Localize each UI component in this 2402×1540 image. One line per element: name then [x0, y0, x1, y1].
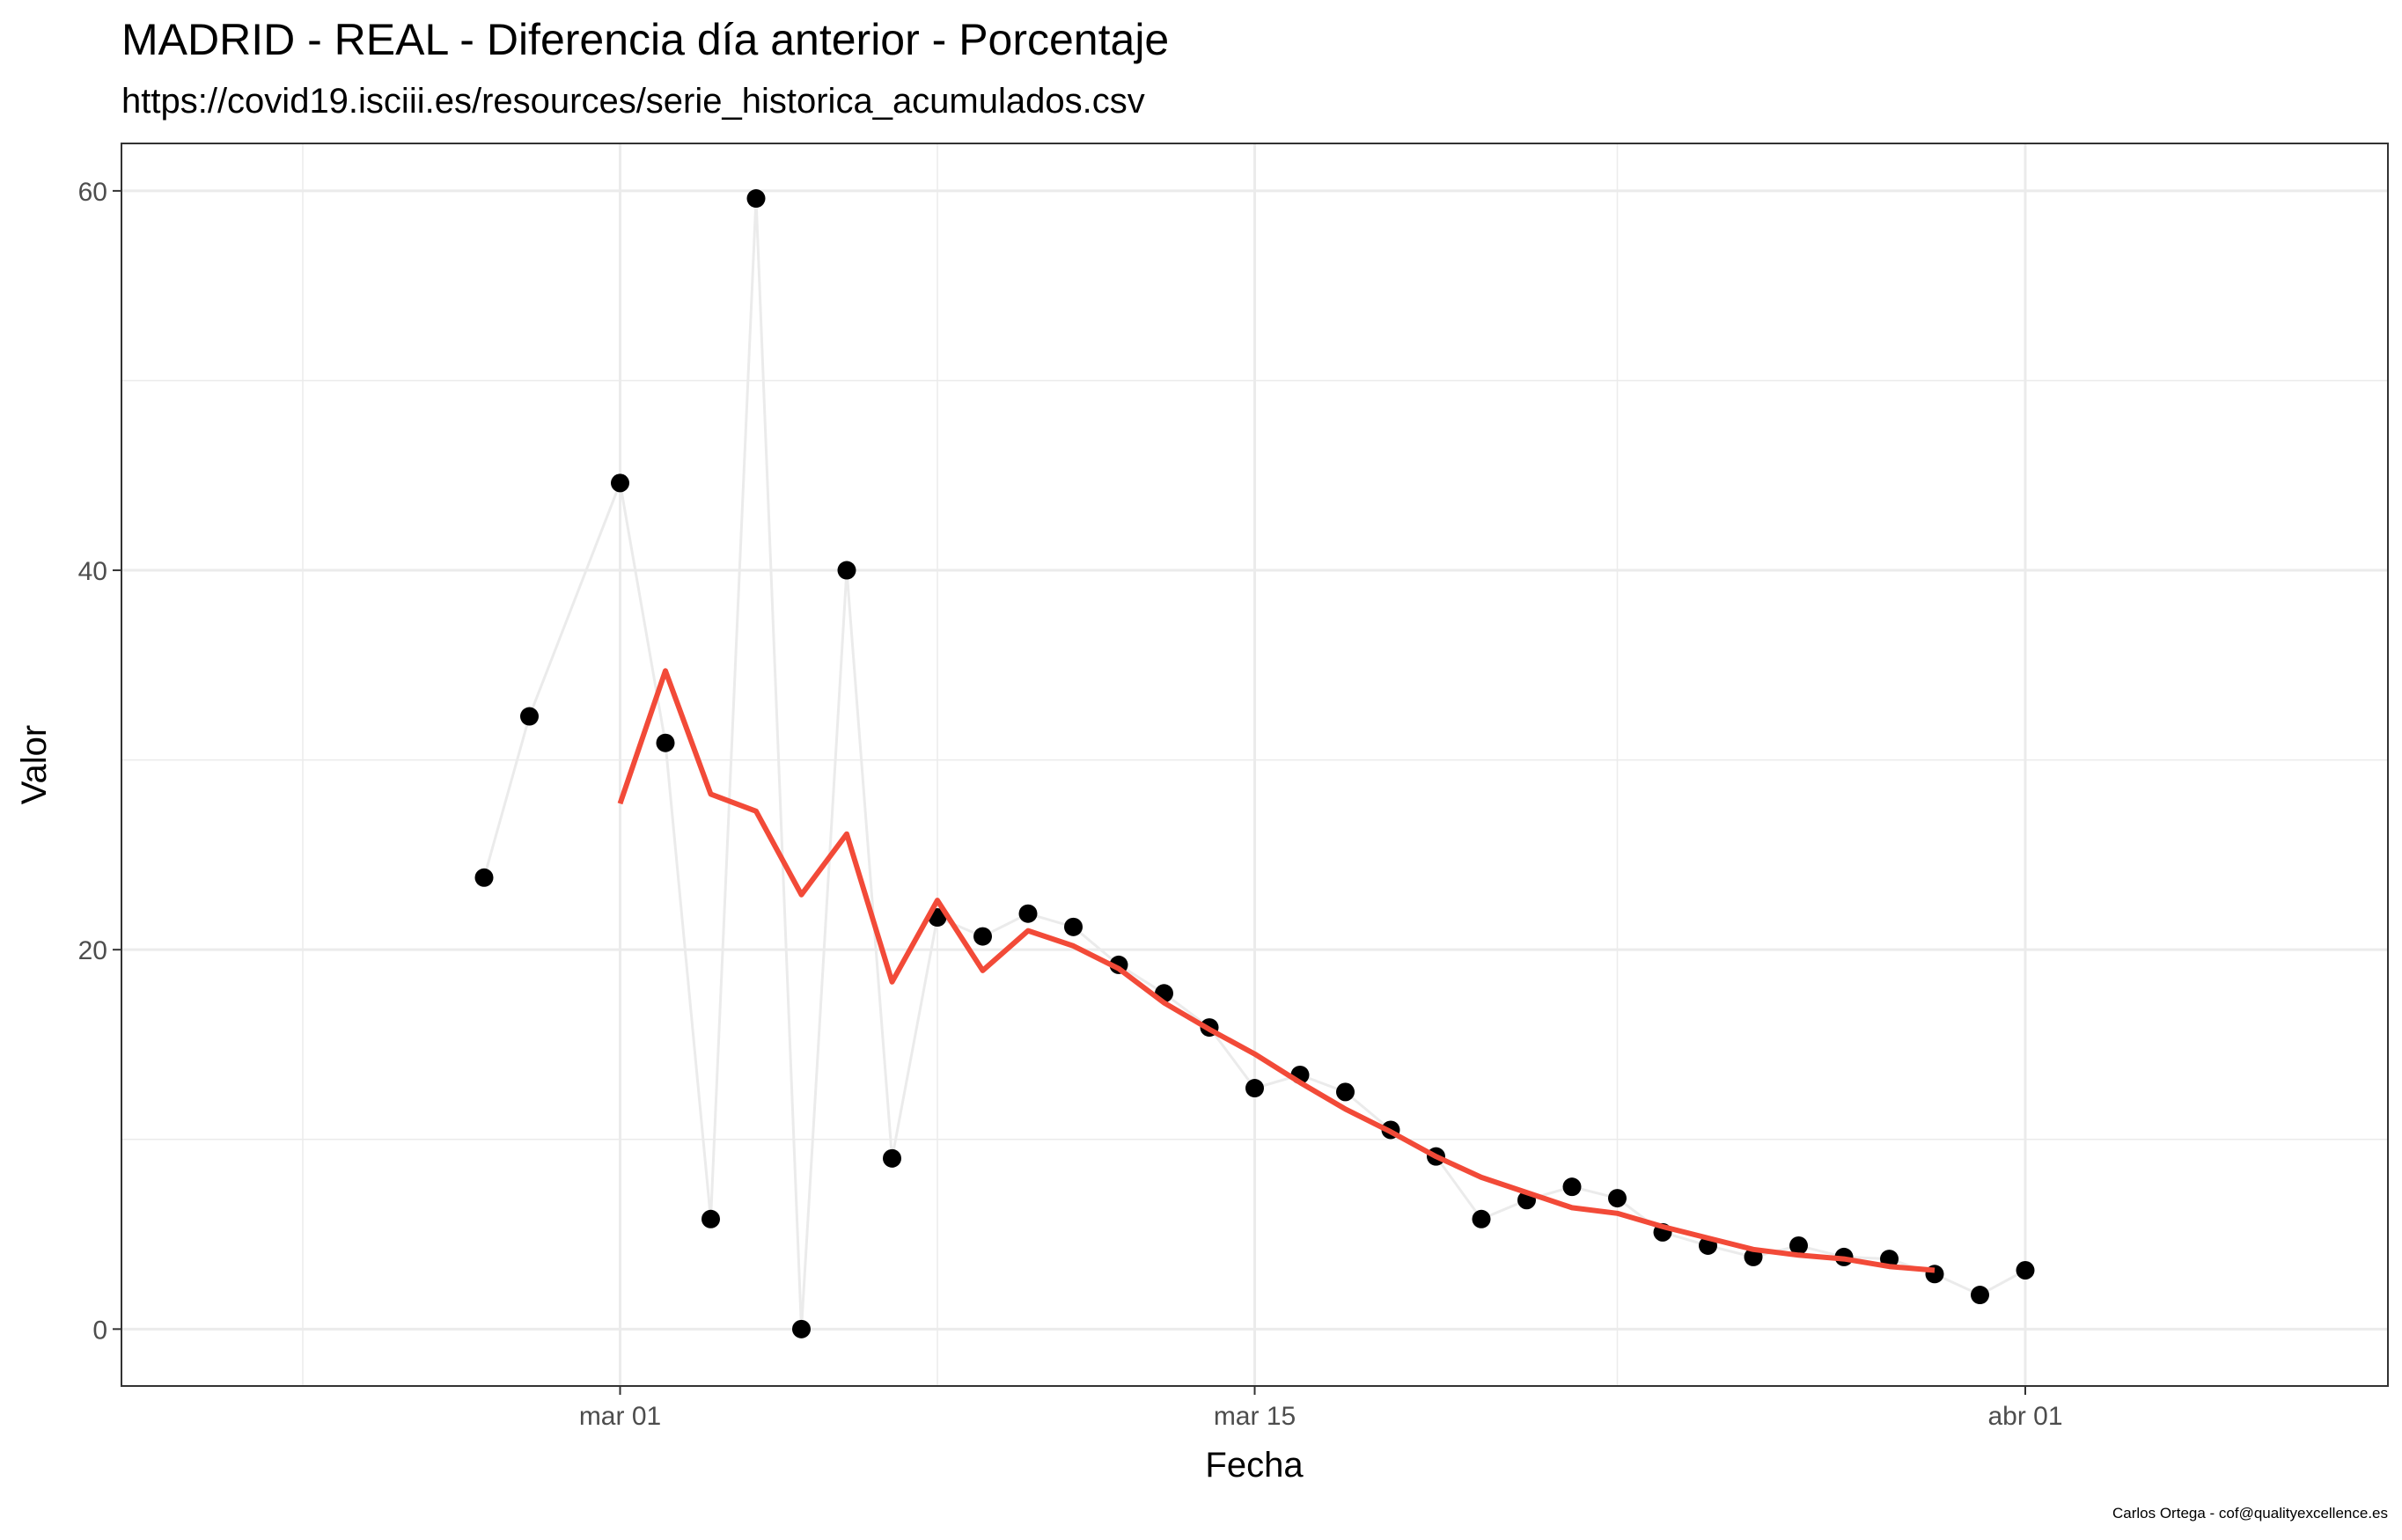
chart-subtitle: https://covid19.isciii.es/resources/seri…: [121, 82, 1145, 121]
data-point: [746, 189, 766, 209]
y-axis-ticks: 0 20 40 60: [78, 178, 121, 1345]
data-point: [1336, 1082, 1355, 1102]
data-point: [837, 561, 856, 580]
x-tick-label: mar 01: [579, 1402, 661, 1431]
data-point: [1472, 1209, 1491, 1228]
smooth-line-layer: [617, 668, 1936, 1273]
data-point: [656, 733, 675, 752]
data-point: [792, 1319, 811, 1338]
y-tick-label: 20: [78, 936, 107, 965]
data-point: [2016, 1261, 2035, 1280]
data-point: [474, 868, 494, 887]
data-point: [1562, 1177, 1582, 1197]
y-tick-label: 40: [78, 557, 107, 586]
y-tick-label: 0: [92, 1316, 107, 1345]
data-point: [973, 927, 992, 946]
x-tick-label: mar 15: [1214, 1402, 1296, 1431]
data-point: [702, 1209, 720, 1228]
chart-caption: Carlos Ortega - cof@qualityexcellence.es: [2112, 1505, 2388, 1522]
data-point: [1608, 1189, 1627, 1208]
data-point: [883, 1148, 901, 1168]
chart-title: MADRID - REAL - Diferencia día anterior …: [121, 15, 1169, 64]
data-point: [1245, 1079, 1264, 1098]
data-point: [1789, 1236, 1808, 1255]
x-tick-label: abr 01: [1987, 1402, 2062, 1431]
data-point: [1018, 904, 1038, 923]
y-tick-label: 60: [78, 178, 107, 207]
data-point: [1971, 1286, 1989, 1305]
data-point: [520, 707, 539, 726]
x-axis-title: Fecha: [1205, 1446, 1304, 1485]
data-point: [611, 473, 629, 493]
y-axis-title: Valor: [15, 725, 54, 804]
x-axis-ticks: mar 01 mar 15 abr 01: [579, 1386, 2063, 1431]
data-point: [1064, 917, 1083, 936]
smoothed-series-line: [617, 668, 1936, 1273]
grid-major: [121, 143, 2388, 1386]
